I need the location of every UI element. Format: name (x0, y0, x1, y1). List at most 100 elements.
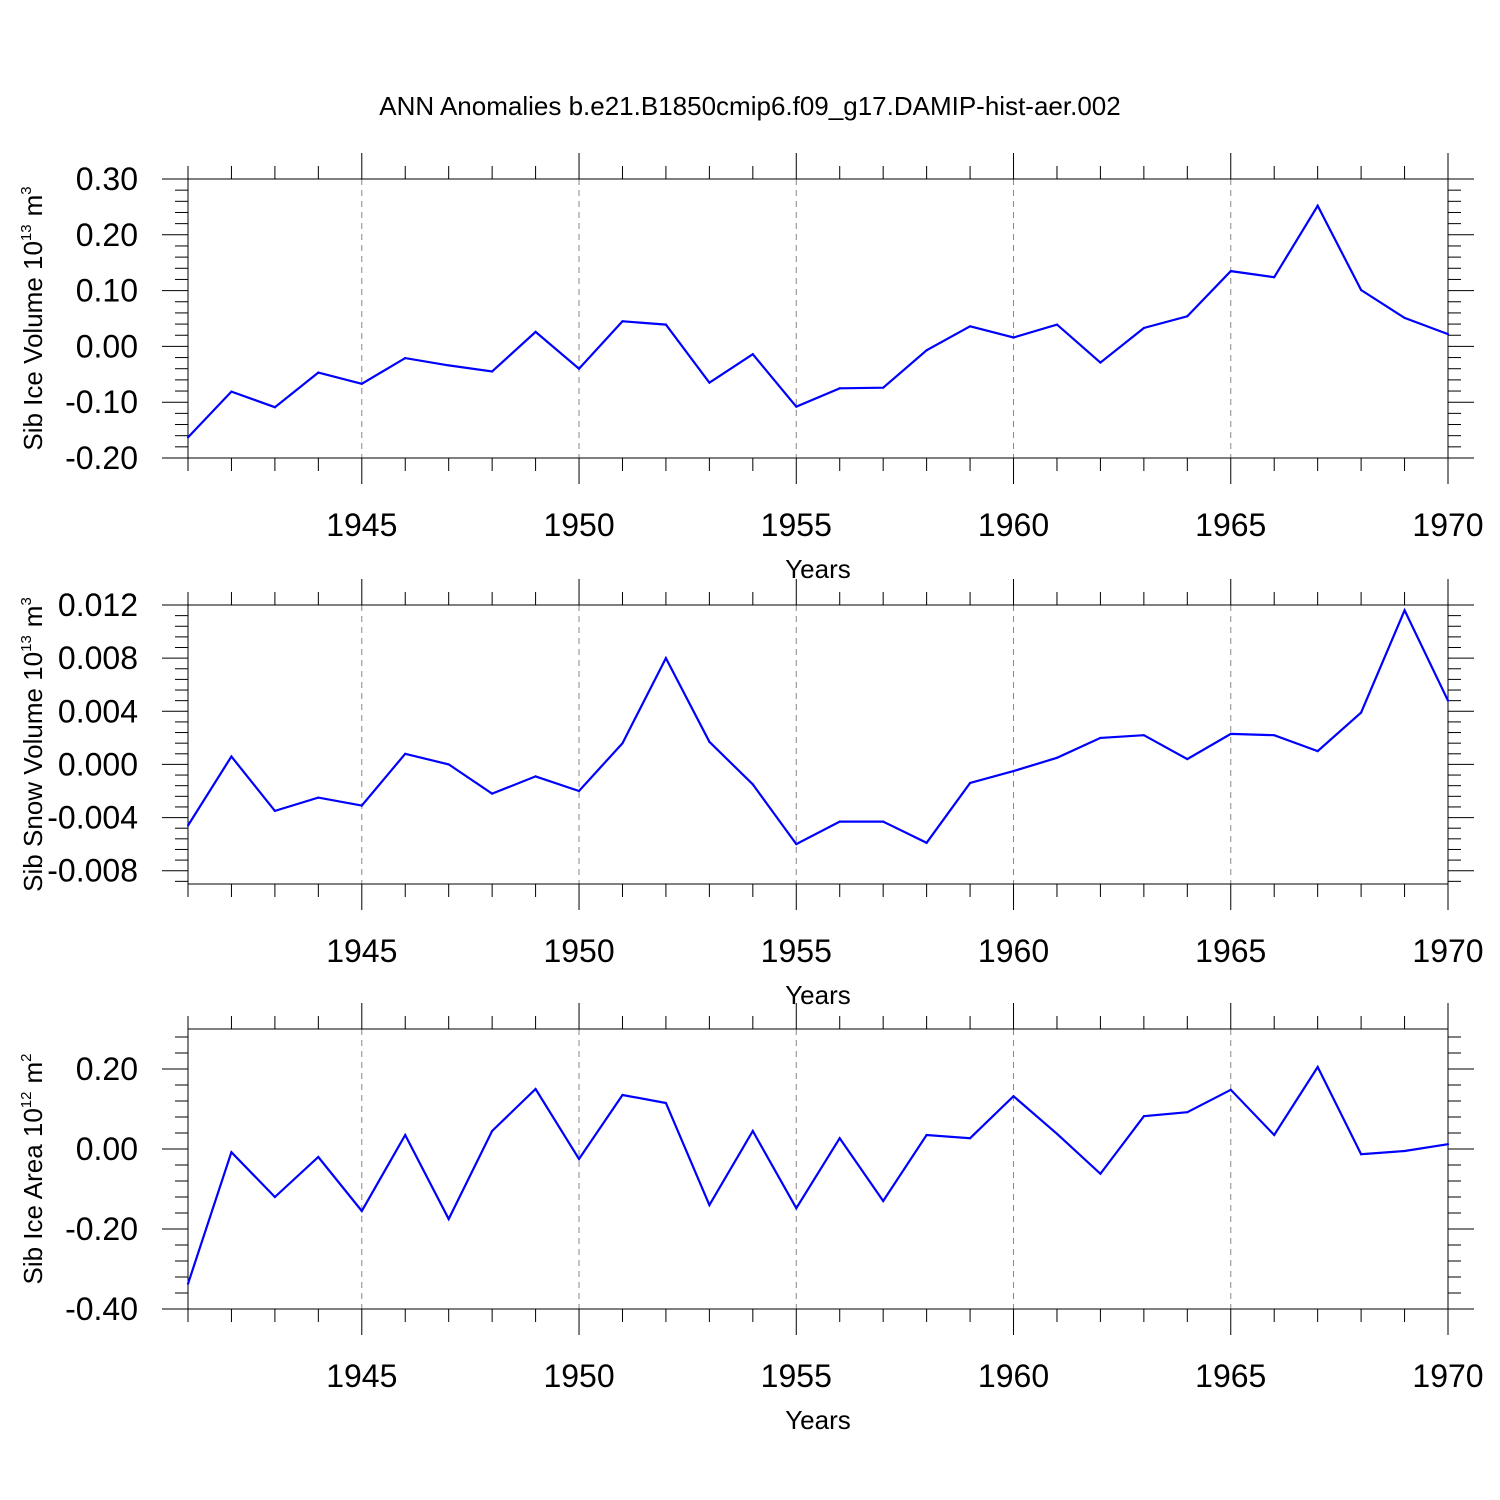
plot-frame (187, 604, 1449, 885)
data-point-1951 (621, 1093, 624, 1097)
data-point-1959 (968, 1137, 972, 1140)
y-tick-label: 0.30 (76, 161, 138, 197)
data-point-1958 (925, 349, 928, 352)
plot-frame (187, 178, 1449, 459)
data-point-1959 (968, 781, 972, 785)
data-point-1963 (1142, 1115, 1145, 1118)
data-point-1945 (360, 1209, 363, 1213)
x-tick-label: 1965 (1195, 1358, 1266, 1394)
x-tick-label: 1965 (1195, 507, 1266, 543)
y-axis-label-exponent: 13 (18, 635, 35, 652)
data-point-1966 (1273, 734, 1276, 737)
data-point-1962 (1099, 736, 1102, 739)
data-point-1941 (186, 824, 190, 827)
data-point-1944 (317, 1155, 320, 1159)
data-point-1955 (795, 405, 798, 408)
x-tick-label: 1955 (761, 1358, 832, 1394)
y-tick-label: -0.008 (47, 853, 138, 889)
data-point-1954 (751, 353, 754, 356)
y-tick-label: -0.004 (47, 800, 138, 836)
data-point-1964 (1186, 1111, 1189, 1114)
series-line (187, 607, 1449, 846)
data-point-1961 (1055, 323, 1059, 326)
data-point-1960 (1012, 336, 1015, 339)
data-point-1965 (1229, 269, 1232, 273)
panel-1: 1945 1950 1955 1960 1965 1970 -0.20 -0.10 0.00 0.… (18, 153, 1484, 584)
data-point-1950 (577, 1157, 581, 1161)
y-axis-label-text: Sib Ice Volume 10 (18, 241, 48, 451)
data-point-1947 (447, 1217, 450, 1221)
data-point-1941 (186, 436, 190, 439)
data-point-1964 (1186, 315, 1189, 318)
y-tick-label: 0.00 (76, 328, 138, 364)
data-point-1961 (1055, 1132, 1059, 1135)
data-point-1962 (1099, 361, 1102, 364)
data-point-1941 (186, 1282, 190, 1285)
data-point-1948 (491, 792, 494, 795)
x-tick-label: 1950 (543, 1358, 614, 1394)
data-point-1959 (968, 325, 972, 328)
x-tick-label: 1960 (978, 507, 1049, 543)
y-tick-label: -0.40 (65, 1291, 138, 1327)
y-axis-label-exponent: 12 (18, 1091, 35, 1108)
data-point-1946 (404, 1133, 407, 1137)
data-point-1949 (534, 775, 537, 778)
y-tick-label: -0.10 (65, 384, 138, 420)
y-axis-label-unit-exponent: 3 (18, 186, 35, 194)
figure-title: ANN Anomalies b.e21.B1850cmip6.f09_g17.D… (379, 91, 1120, 121)
x-tick-label: 1950 (543, 507, 614, 543)
x-tick-label: 1945 (326, 507, 397, 543)
y-axis-label-unit: m (18, 1062, 48, 1084)
data-point-1948 (491, 1129, 494, 1133)
y-tick-label: 0.000 (58, 746, 138, 782)
data-point-1964 (1186, 758, 1189, 761)
x-tick-label: 1955 (761, 933, 832, 969)
panels: 1945 1950 1955 1960 1965 1970 -0.20 -0.10 0.00 0.… (18, 153, 1484, 1435)
panel-2: 1945 1950 1955 1960 1965 1970 -0.008 -0.004 0.00… (18, 579, 1484, 1010)
x-tick-label: 1960 (978, 1358, 1049, 1394)
y-tick-label: 0.004 (58, 693, 138, 729)
data-point-1954 (751, 783, 754, 786)
data-point-1965 (1229, 1088, 1232, 1091)
y-axis-label: Sib Ice Area 1012 m2 (18, 1053, 48, 1284)
data-point-1968 (1360, 711, 1363, 714)
data-point-1944 (317, 371, 320, 374)
data-point-1956 (838, 1137, 841, 1140)
x-tick-label: 1970 (1412, 1358, 1483, 1394)
y-axis-label-text: Sib Ice Area 10 (18, 1108, 48, 1284)
data-point-1947 (447, 364, 450, 367)
data-point-1944 (317, 796, 320, 799)
data-point-1963 (1142, 734, 1145, 737)
panel-3: 1945 1950 1955 1960 1965 1970 -0.40 -0.20 0.00 0.… (18, 1003, 1484, 1435)
y-tick-label: -0.20 (65, 440, 138, 476)
data-point-1950 (577, 367, 581, 370)
data-point-1960 (1012, 769, 1015, 773)
data-point-1943 (273, 406, 276, 409)
y-axis-label-unit-exponent: 2 (18, 1053, 35, 1061)
data-point-1961 (1055, 756, 1059, 759)
y-axis-label-unit: m (18, 606, 48, 628)
y-tick-label: 0.20 (76, 1051, 138, 1087)
data-point-1958 (925, 841, 928, 844)
data-point-1970 (1446, 1143, 1450, 1146)
y-tick-label: 0.012 (58, 587, 138, 623)
data-point-1970 (1446, 333, 1450, 336)
x-axis-label: Years (785, 1405, 851, 1435)
y-tick-label: 0.00 (76, 1131, 138, 1167)
data-point-1956 (838, 820, 841, 823)
y-tick-label: -0.20 (65, 1211, 138, 1247)
x-tick-label: 1965 (1195, 933, 1266, 969)
x-tick-label: 1945 (326, 1358, 397, 1394)
y-tick-label: 0.20 (76, 217, 138, 253)
data-point-1967 (1316, 204, 1319, 207)
data-point-1957 (882, 386, 885, 389)
data-point-1949 (534, 1087, 537, 1091)
y-axis-label-text: Sib Snow Volume 10 (18, 652, 48, 892)
x-tick-label: 1950 (543, 933, 614, 969)
data-point-1953 (708, 1203, 711, 1207)
data-point-1951 (621, 742, 624, 745)
data-point-1952 (664, 323, 668, 326)
data-point-1946 (404, 752, 407, 755)
data-point-1969 (1403, 316, 1406, 320)
